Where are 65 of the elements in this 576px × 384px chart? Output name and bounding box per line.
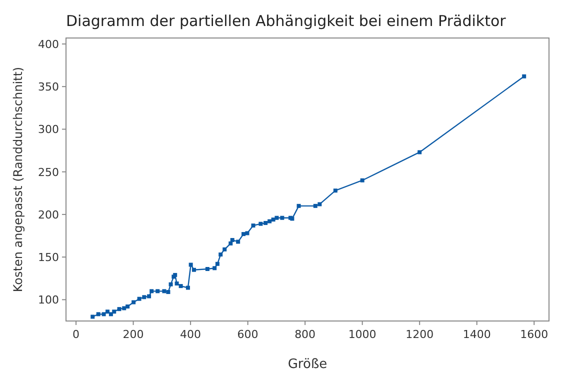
point [188,262,193,267]
point [215,262,220,266]
point [142,295,146,300]
point [178,284,183,288]
point [230,238,234,242]
point [268,219,272,224]
x-tick-label: 1200 [406,328,434,341]
point [147,294,152,298]
point [90,314,95,319]
point [251,224,256,228]
point [418,150,422,154]
point [236,240,240,244]
point [296,204,301,208]
point [192,268,196,272]
y-tick-label: 100 [38,294,59,307]
point [522,74,526,78]
y-tick-label: 200 [38,208,59,222]
point [333,188,338,193]
point [212,266,217,270]
y-tick-label: 300 [38,123,59,136]
x-tick-label: 200 [122,328,144,341]
point [218,252,223,257]
x-tick-label: 1400 [462,328,491,341]
point [274,216,279,220]
point [205,267,210,272]
point [96,312,100,316]
point [132,300,136,304]
point [258,222,263,226]
point [242,232,246,236]
point [117,307,122,312]
point [102,312,106,316]
point [137,296,142,301]
point [168,282,173,286]
point [186,286,190,290]
y-axis-title: Kosten angepasst (Randdurchschnitt) [11,66,25,292]
x-axis-title: Größe [288,357,328,372]
point [313,204,318,208]
point [228,241,233,246]
x-tick-label: 1600 [520,328,548,341]
point [106,310,110,314]
x-tick-label: 600 [237,328,258,341]
point [108,312,113,316]
y-tick-label: 350 [38,80,59,94]
point [360,178,364,182]
x-tick-label: 800 [294,328,316,341]
y-tick-label: 150 [38,251,59,264]
x-tick-label: 0 [72,328,80,341]
point [222,247,227,252]
point [280,216,284,220]
y-tick-label: 400 [38,38,59,51]
point [122,306,126,310]
point [126,304,130,309]
y-tick-label: 250 [38,166,59,179]
point [264,220,268,225]
x-tick-label: 1000 [348,328,376,341]
chart-title: Diagramm der partiellen Abhängigkeit bei einem Prädiktor [66,12,507,30]
point [150,289,154,294]
point [318,202,322,206]
point [112,310,116,314]
x-tick-label: 400 [180,328,202,341]
point [174,281,179,286]
point [245,231,250,236]
point [156,289,160,294]
point [162,289,166,294]
point [166,290,170,294]
